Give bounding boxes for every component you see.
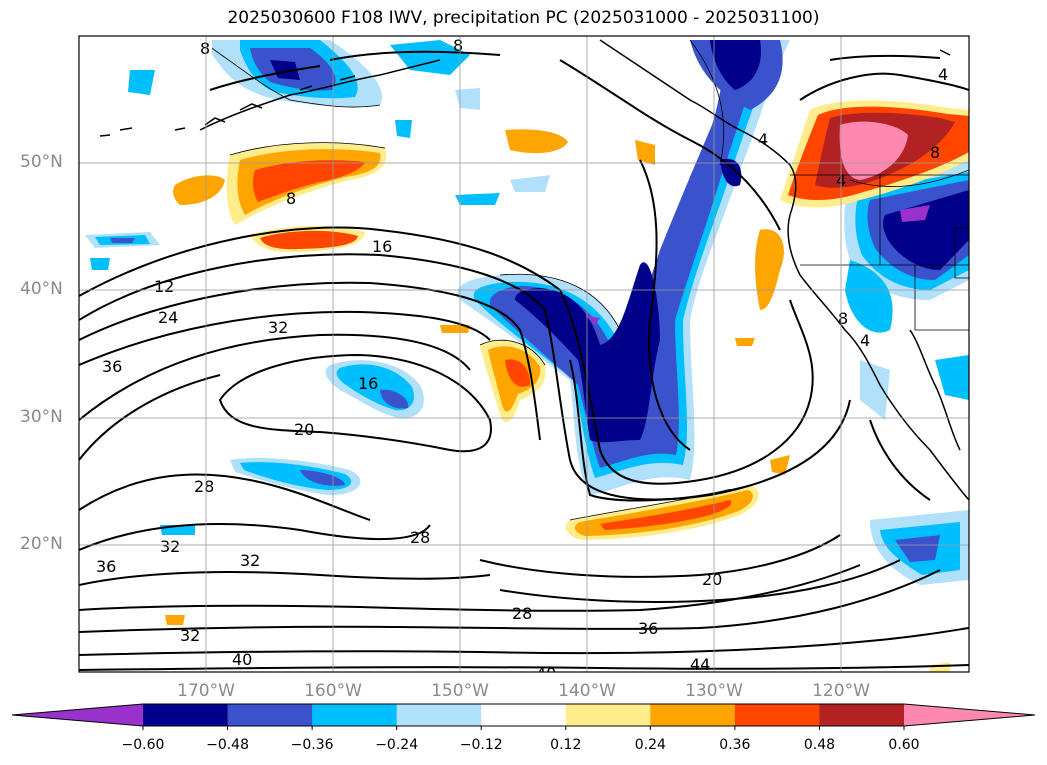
contour-label: 16 [358,374,378,393]
contour-label: 24 [158,308,178,327]
gridlines [79,36,969,672]
colorbar-extend-right [904,704,1035,726]
state-borders [790,174,969,331]
contour-label: 12 [154,277,174,296]
contour-label: 32 [160,537,180,556]
contour-label: 32 [268,318,288,337]
contour-label: 40 [232,650,252,669]
colorbar-segment [481,704,567,726]
colorbar-tick-label: 0.12 [550,737,582,753]
lat-label-20n: 20°N [20,534,63,554]
colorbar-tick-label: −0.36 [290,737,334,753]
map-field: 8 8 4 4 8 4 8 4 8 16 12 24 32 36 16 20 2… [79,36,969,683]
lon-label-140w: 140°W [558,681,616,701]
colorbar [11,703,1036,730]
contour-label: 4 [860,331,870,350]
colorbar-segment [227,704,313,726]
lon-label-130w: 130°W [685,681,743,701]
contour-label: 32 [180,626,200,645]
colorbar-segment [734,704,820,726]
contour-label: 20 [702,570,722,589]
contour-label: 16 [372,237,392,256]
contour-labels: 8 8 4 4 8 4 8 4 8 16 12 24 32 36 16 20 2… [96,36,948,683]
colorbar-tick-label: 0.48 [803,737,836,753]
colorbar-segment [396,704,482,726]
contour-label: 28 [410,528,430,547]
contour-label: 40 [536,664,556,683]
lat-label-30n: 30°N [20,407,63,427]
contour-label: 44 [690,655,710,674]
colorbar-tick-label: −0.12 [459,737,503,753]
colorbar-segment [143,704,229,726]
colorbar-tick-label: −0.60 [121,737,165,753]
colorbar-extend-left [12,704,143,726]
contour-label: 8 [838,309,848,328]
lat-label-40n: 40°N [20,279,63,299]
lon-label-150w: 150°W [431,681,489,701]
colorbar-tick-label: 0.36 [719,737,751,753]
contour-label: 36 [96,557,116,576]
contour-label: 8 [200,39,210,58]
colorbar-segment [819,704,905,726]
contour-label: 28 [194,477,214,496]
colorbar-segment [565,704,651,726]
thin-contours [199,39,969,521]
colorbar-tick-label: −0.48 [206,737,249,753]
colorbar-tick-label: 0.60 [888,737,920,753]
lon-label-120w: 120°W [812,681,870,701]
contour-label: 28 [512,604,532,623]
map-title: 2025030600 F108 IWV, precipitation PC (2… [227,8,820,28]
contour-label: 32 [240,551,260,570]
iwv-contours [79,50,969,671]
colorbar-segment [650,704,736,726]
map-frame [78,35,970,673]
lon-label-170w: 170°W [177,681,235,701]
contour-label: 20 [294,420,314,439]
contour-label: 8 [930,143,940,162]
colorbar-segment [312,704,398,726]
contour-label: 8 [286,189,296,208]
contour-label: 4 [938,65,948,84]
colorbar-tick-label: 0.24 [634,737,666,753]
lat-label-50n: 50°N [20,152,63,172]
contour-label: 36 [638,619,658,638]
colorbar-tick-label: −0.24 [375,737,419,753]
contour-label: 8 [453,36,463,55]
contour-label: 36 [102,357,122,376]
contour-label: 4 [758,130,768,149]
lon-label-160w: 160°W [304,681,362,701]
